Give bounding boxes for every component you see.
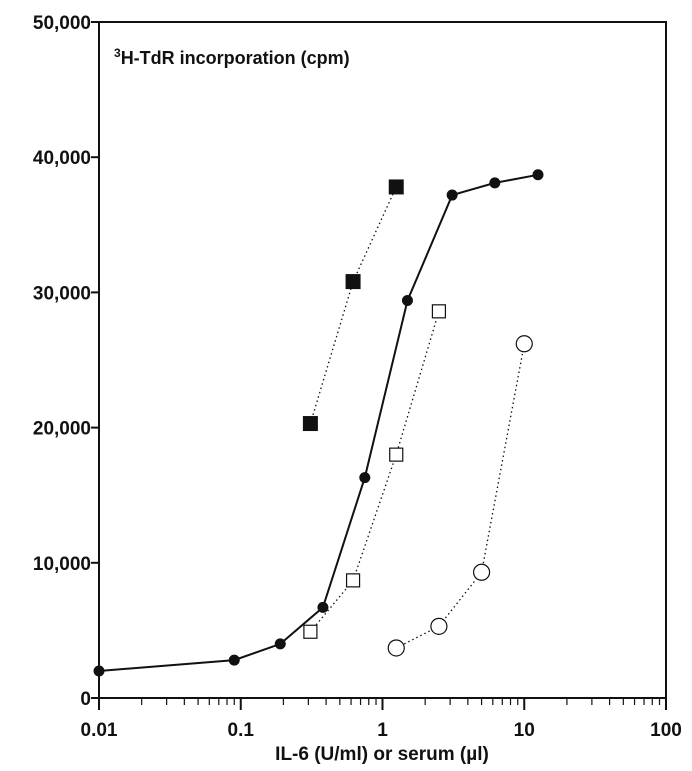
- x-axis-title: IL-6 (U/ml) or serum (µl): [275, 744, 489, 765]
- series-line: [309, 311, 440, 633]
- data-point: [317, 601, 329, 613]
- data-point: [345, 573, 361, 588]
- data-point: [388, 179, 404, 195]
- inplot-title: 3H-TdR incorporation (cpm): [114, 46, 350, 68]
- data-point: [389, 447, 404, 462]
- data-point: [532, 169, 544, 181]
- y-tick-label: 20,000: [33, 419, 91, 440]
- x-tick-label: 0.01: [81, 720, 118, 741]
- data-point: [387, 639, 405, 657]
- series-open-circle: [387, 335, 533, 657]
- y-tick-label: 0: [80, 689, 91, 710]
- series-line: [395, 343, 525, 649]
- data-point: [401, 295, 413, 307]
- data-point: [431, 304, 447, 319]
- series-layer: [93, 169, 544, 677]
- inplot-title-superscript: 3: [114, 46, 121, 60]
- data-point: [446, 189, 458, 201]
- series-filled-circle: [93, 169, 544, 677]
- data-point: [274, 638, 286, 650]
- data-point: [345, 274, 361, 290]
- x-tick-label: 10: [514, 720, 535, 741]
- data-point: [489, 177, 501, 189]
- y-tick-labels: 0 10,000 20,000 30,000 40,000 50,000: [33, 13, 91, 710]
- x-tick-label: 0.1: [228, 720, 255, 741]
- series-open-square: [303, 304, 447, 639]
- plot-frame: [98, 21, 667, 699]
- data-point: [359, 472, 371, 484]
- x-tick-labels: 0.01 0.1 1 10 100: [81, 720, 682, 741]
- data-point: [93, 665, 105, 677]
- data-point: [228, 654, 240, 666]
- y-tick-label: 40,000: [33, 148, 91, 169]
- data-point: [430, 617, 448, 635]
- x-tick-label: 1: [377, 720, 388, 741]
- data-point: [302, 416, 318, 432]
- data-point: [472, 563, 491, 581]
- series-line: [98, 173, 539, 672]
- y-tick-label: 50,000: [33, 13, 91, 34]
- data-point: [303, 624, 318, 639]
- axis-ticks: [91, 21, 667, 710]
- x-tick-label: 100: [650, 720, 682, 741]
- series-filled-square: [302, 179, 404, 432]
- series-line: [309, 186, 397, 424]
- y-tick-label: 30,000: [33, 283, 91, 304]
- y-tick-label: 10,000: [33, 554, 91, 575]
- data-point: [515, 335, 533, 353]
- inplot-title-main: H-TdR incorporation (cpm): [121, 48, 350, 68]
